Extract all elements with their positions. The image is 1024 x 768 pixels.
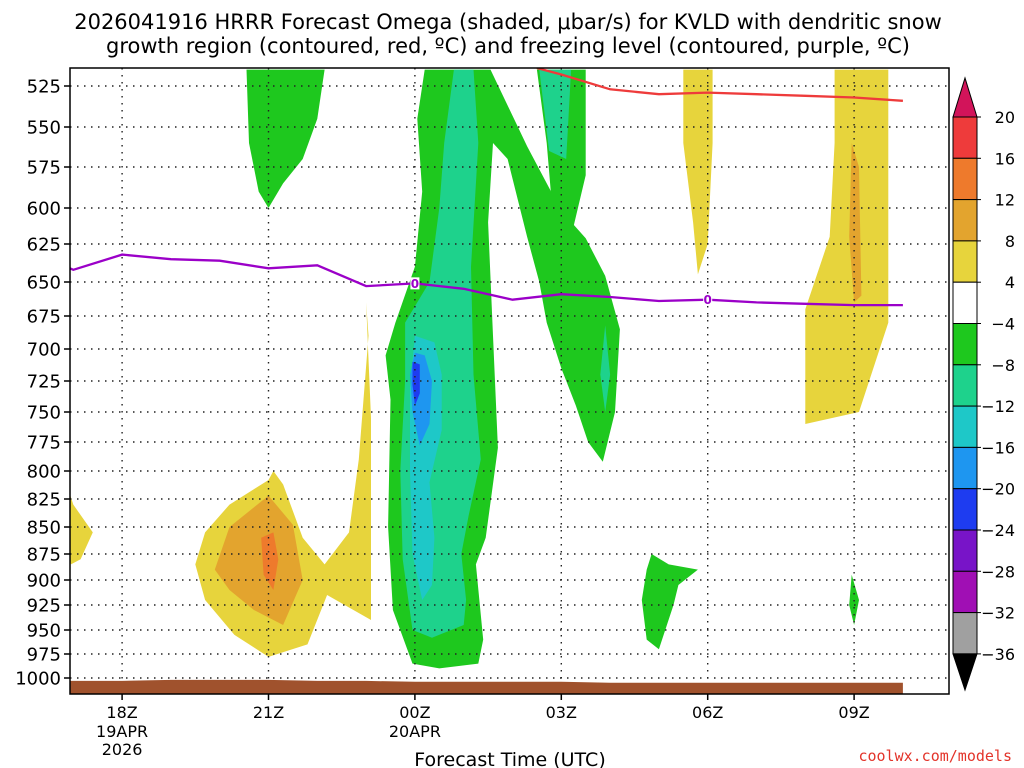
chart-title-line1: 2026041916 HRRR Forecast Omega (shaded, … xyxy=(74,10,942,34)
colorbar-label: 20 xyxy=(995,108,1015,127)
y-tick-label: 975 xyxy=(27,645,61,666)
y-tick-label: 600 xyxy=(27,199,61,220)
colorbar-top-arrow xyxy=(952,76,978,118)
colorbar-swatch xyxy=(952,446,978,490)
colorbar-swatch xyxy=(952,157,978,201)
x-tick-label: 00Z xyxy=(399,703,430,722)
chart-title-line2: growth region (contoured, red, ºC) and f… xyxy=(106,34,910,58)
colorbar-label: −4 xyxy=(991,315,1015,334)
y-axis: 525 550 575 600 625 650 675 700 725 750 775 800 825 8… xyxy=(15,77,70,690)
y-tick-label: 1000 xyxy=(15,669,61,690)
x-axis-label: Forecast Time (UTC) xyxy=(414,749,605,768)
x-tick-label: 21Z xyxy=(253,703,284,722)
omega-region-positive-left-small xyxy=(70,494,93,565)
omega-region-positive-right-4 xyxy=(683,69,713,275)
omega-region-negative-20z-8 xyxy=(246,69,325,208)
series-line-1 xyxy=(536,68,903,102)
omega-shading xyxy=(70,69,889,669)
colorbar-label: −16 xyxy=(981,438,1015,457)
x-tick-sublabel: 19APR xyxy=(96,722,148,741)
omega-region-positive-21z-12 xyxy=(261,532,279,590)
omega-region-negative-00z-24 xyxy=(412,361,420,406)
colorbar-swatch xyxy=(952,240,978,283)
omega-region-negative-09z-8 xyxy=(849,574,859,625)
contour-label-bg xyxy=(703,293,713,306)
colorbar-swatch xyxy=(952,612,978,655)
y-tick-label: 950 xyxy=(27,621,61,642)
contour-lines: 00 xyxy=(70,68,903,307)
colorbar-swatch xyxy=(952,364,978,407)
colorbar-label: −12 xyxy=(981,397,1015,416)
contour-label: 0 xyxy=(704,293,712,307)
colorbar-label: 16 xyxy=(995,149,1015,168)
x-tick-label: 18Z xyxy=(106,703,137,722)
colorbar-swatch xyxy=(952,116,978,159)
omega-region-positive-far-right-4 xyxy=(805,69,889,424)
series-line-0 xyxy=(70,253,903,307)
colorbar-swatch xyxy=(952,529,978,572)
site-credit: coolwx.com/models xyxy=(858,747,1012,765)
y-tick-label: 900 xyxy=(27,571,61,592)
colorbar-label: −8 xyxy=(991,356,1015,375)
y-tick-label: 575 xyxy=(27,158,61,179)
omega-region-positive-far-right-8 xyxy=(849,143,862,303)
omega-region-negative-0430z-12 xyxy=(600,325,611,412)
y-tick-label: 800 xyxy=(27,462,61,483)
y-tick-label: 825 xyxy=(27,490,61,511)
y-tick-label: 525 xyxy=(27,77,61,98)
colorbar-label: −36 xyxy=(981,645,1015,664)
colorbar-swatch xyxy=(952,199,978,242)
colorbar-swatch xyxy=(952,323,978,366)
y-tick-label: 750 xyxy=(27,403,61,424)
y-tick-label: 675 xyxy=(27,307,61,328)
colorbar-label: 8 xyxy=(1005,232,1015,251)
y-tick-label: 725 xyxy=(27,372,61,393)
terrain xyxy=(70,679,903,694)
y-tick-label: 700 xyxy=(27,340,61,361)
x-tick-label: 06Z xyxy=(692,703,723,722)
colorbar-swatch xyxy=(952,405,978,448)
colorbar-bottom-arrow xyxy=(952,653,978,692)
colorbar-label: −32 xyxy=(981,604,1015,623)
colorbar-label: −28 xyxy=(981,562,1015,581)
colorbar-label: −20 xyxy=(981,480,1015,499)
contour-label: 0 xyxy=(411,277,419,291)
omega-region-positive-21z-8 xyxy=(214,495,303,625)
colorbar-swatch xyxy=(952,281,978,325)
y-tick-label: 625 xyxy=(27,235,61,256)
x-tick-sublabel: 2026 xyxy=(102,740,143,759)
contour-label-bg xyxy=(410,277,420,290)
y-tick-label: 875 xyxy=(27,545,61,566)
colorbar: 20 16 12 8 4 −4 −8 −12 −16 −20 −24 −28 −32 −36 xyxy=(952,76,1015,692)
terrain-fill xyxy=(70,679,903,694)
y-tick-label: 925 xyxy=(27,596,61,617)
colorbar-swatch xyxy=(952,570,978,614)
y-tick-label: 850 xyxy=(27,518,61,539)
omega-region-negative-0430z-8 xyxy=(641,554,698,650)
x-tick-label: 09Z xyxy=(838,703,869,722)
colorbar-swatch xyxy=(952,488,978,531)
y-tick-label: 550 xyxy=(27,118,61,139)
y-tick-label: 775 xyxy=(27,433,61,454)
colorbar-label: 4 xyxy=(1005,273,1015,292)
omega-region-negative-03z-12 xyxy=(539,69,572,159)
y-tick-label: 650 xyxy=(27,273,61,294)
colorbar-label: 12 xyxy=(995,191,1015,210)
x-tick-sublabel: 20APR xyxy=(389,722,441,741)
colorbar-label: −24 xyxy=(981,521,1015,540)
x-tick-label: 03Z xyxy=(546,703,577,722)
